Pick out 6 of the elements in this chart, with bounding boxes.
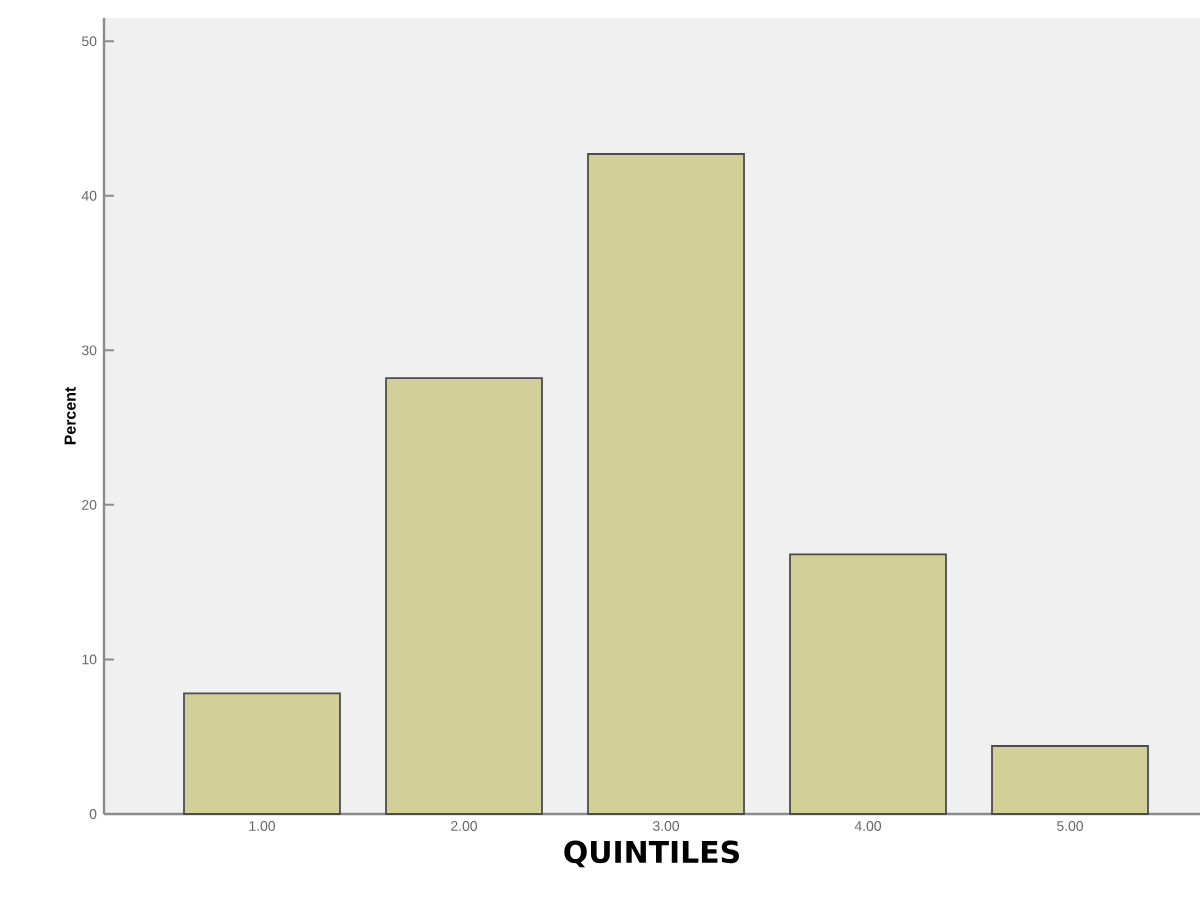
bar xyxy=(183,692,341,815)
bar xyxy=(991,745,1149,815)
bar xyxy=(385,377,543,815)
bar xyxy=(587,153,745,815)
x-axis-title: QUINTILES xyxy=(564,840,739,868)
bar xyxy=(789,553,947,815)
